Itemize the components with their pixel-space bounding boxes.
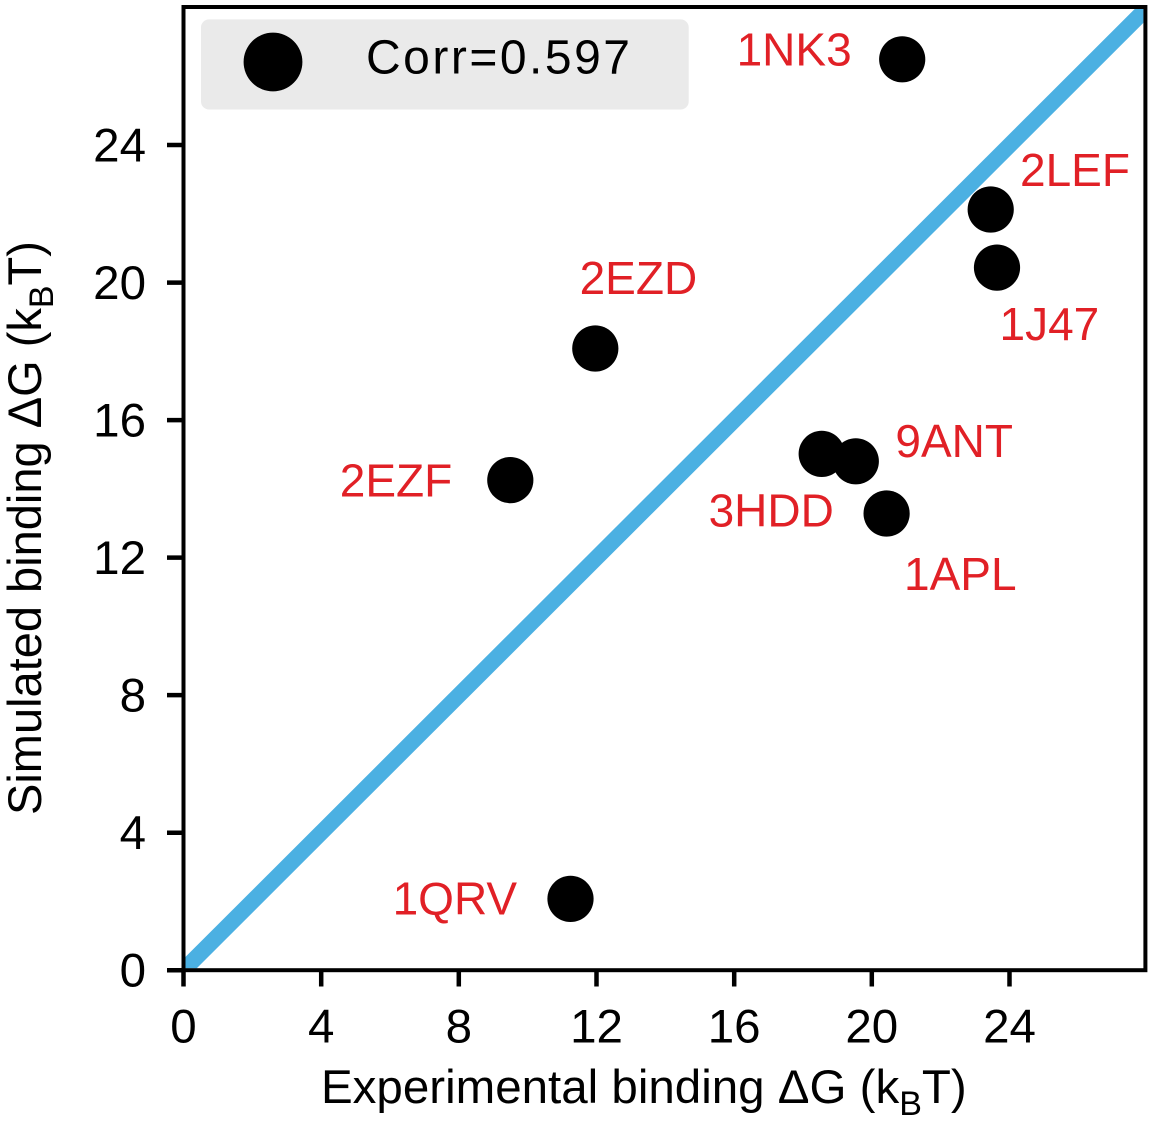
svg-text:8: 8: [120, 669, 146, 722]
svg-text:24: 24: [93, 119, 146, 172]
svg-text:16: 16: [93, 394, 146, 447]
svg-text:1J47: 1J47: [1000, 298, 1100, 350]
svg-text:24: 24: [983, 1001, 1036, 1054]
svg-text:16: 16: [708, 1001, 761, 1054]
svg-text:8: 8: [446, 1001, 472, 1054]
svg-text:2EZD: 2EZD: [580, 252, 698, 304]
svg-text:0: 0: [120, 945, 146, 998]
svg-text:2LEF: 2LEF: [1020, 144, 1130, 196]
svg-text:20: 20: [845, 1001, 898, 1054]
svg-text:Experimental binding ΔG (kBT): Experimental binding ΔG (kBT): [321, 1061, 967, 1123]
svg-text:Simulated binding ΔG (kBT): Simulated binding ΔG (kBT): [0, 241, 61, 815]
svg-text:20: 20: [93, 257, 146, 310]
svg-text:9ANT: 9ANT: [895, 415, 1013, 467]
svg-text:4: 4: [308, 1001, 334, 1054]
svg-text:12: 12: [570, 1001, 623, 1054]
svg-text:1QRV: 1QRV: [393, 873, 518, 925]
svg-text:4: 4: [120, 807, 146, 860]
svg-text:2EZF: 2EZF: [340, 455, 452, 507]
svg-text:1NK3: 1NK3: [737, 24, 852, 76]
svg-text:1APL: 1APL: [904, 548, 1017, 600]
svg-text:Corr=0.597: Corr=0.597: [366, 32, 632, 85]
svg-text:0: 0: [170, 1001, 196, 1054]
svg-text:3HDD: 3HDD: [709, 485, 834, 537]
svg-text:12: 12: [93, 532, 146, 585]
